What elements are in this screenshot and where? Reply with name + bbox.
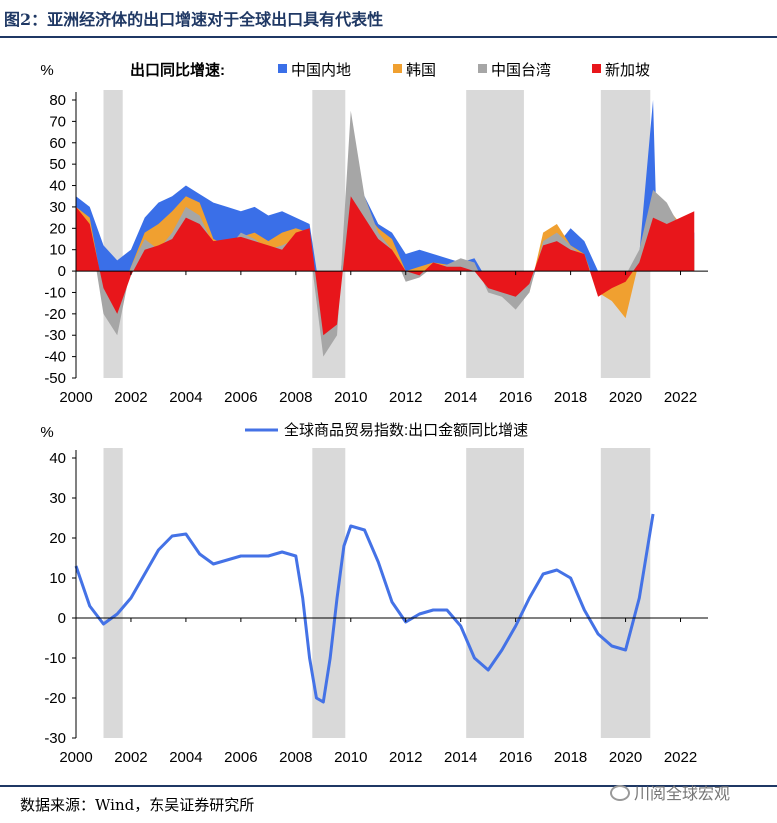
y-tick-label: -20 [44, 690, 66, 707]
recession-band [312, 448, 346, 738]
x-tick-label: 2000 [59, 389, 92, 406]
y-tick-label: 70 [49, 113, 66, 130]
y-tick-label: -30 [44, 730, 66, 747]
wechat-icon [610, 785, 630, 801]
watermark-text: 川阅全球宏观 [634, 784, 731, 803]
recession-band [600, 448, 651, 738]
line-series-0 [74, 513, 655, 704]
legend-swatch-3 [592, 64, 601, 73]
legend-swatch-2 [478, 64, 487, 73]
y-tick-label: 0 [58, 263, 66, 280]
recession-band [466, 90, 524, 378]
watermark: 川阅全球宏观 [610, 780, 730, 804]
x-tick-label: 2014 [444, 389, 477, 406]
y-tick-label: 10 [49, 570, 66, 587]
x-tick-label: 2020 [609, 389, 642, 406]
y-tick-label: 40 [49, 450, 66, 467]
x-tick-label: 2016 [499, 389, 532, 406]
legend-label-1: 韩国 [406, 62, 436, 79]
x-tick-label: 2012 [389, 749, 422, 766]
y-tick-label: 50 [49, 156, 66, 173]
y-tick-label: -40 [44, 349, 66, 366]
y-tick-label: 0 [58, 610, 66, 627]
x-tick-label: 2002 [114, 749, 147, 766]
legend-swatch-1 [393, 64, 402, 73]
y-tick-label: -30 [44, 327, 66, 344]
y-tick-label: -10 [44, 650, 66, 667]
y-unit-label: % [40, 424, 53, 441]
y-tick-label: 20 [49, 530, 66, 547]
figure-title: 图2：亚洲经济体的出口增速对于全球出口具有代表性 [4, 10, 384, 29]
x-tick-label: 2008 [279, 749, 312, 766]
x-tick-label: 2022 [664, 749, 697, 766]
y-tick-label: -10 [44, 284, 66, 301]
legend-label-2: 中国台湾 [491, 62, 551, 79]
y-tick-label: -20 [44, 306, 66, 323]
y-tick-label: 30 [49, 199, 66, 216]
y-tick-label: 40 [49, 178, 66, 195]
x-tick-label: 2002 [114, 389, 147, 406]
area-series-3 [76, 196, 695, 336]
x-tick-label: 2010 [334, 389, 367, 406]
x-tick-label: 2006 [224, 389, 257, 406]
x-tick-label: 2020 [609, 749, 642, 766]
x-tick-label: 2008 [279, 389, 312, 406]
legend-label-3: 新加坡 [605, 62, 650, 79]
y-tick-label: 30 [49, 490, 66, 507]
legend-swatch-0 [278, 64, 287, 73]
title-rule [0, 36, 777, 38]
source-note: 数据来源：Wind，东吴证券研究所 [20, 796, 255, 814]
x-tick-label: 2014 [444, 749, 477, 766]
y-tick-label: 80 [49, 92, 66, 109]
x-tick-label: 2016 [499, 749, 532, 766]
x-tick-label: 2022 [664, 389, 697, 406]
y-unit-label: % [40, 62, 53, 79]
x-tick-label: 2004 [169, 389, 202, 406]
legend-label-0: 中国内地 [291, 62, 351, 79]
x-tick-label: 2018 [554, 389, 587, 406]
y-tick-label: 60 [49, 135, 66, 152]
recession-band [103, 90, 123, 378]
bottom-rule [0, 785, 777, 787]
x-tick-label: 2004 [169, 749, 202, 766]
recession-band [103, 448, 123, 738]
x-tick-label: 2018 [554, 749, 587, 766]
recession-band [466, 448, 524, 738]
legend-label-0: 全球商品贸易指数:出口金额同比增速 [284, 421, 528, 439]
y-tick-label: 10 [49, 242, 66, 259]
x-tick-label: 2012 [389, 389, 422, 406]
x-tick-label: 2006 [224, 749, 257, 766]
y-tick-label: 20 [49, 220, 66, 237]
legend-title: 出口同比增速: [130, 61, 225, 79]
y-tick-label: -50 [44, 370, 66, 387]
x-tick-label: 2010 [334, 749, 367, 766]
x-tick-label: 2000 [59, 749, 92, 766]
